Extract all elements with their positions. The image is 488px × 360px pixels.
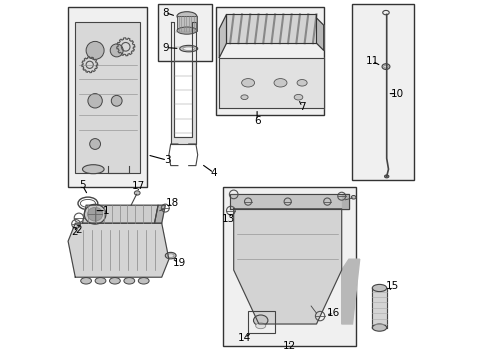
Ellipse shape <box>109 278 120 284</box>
Ellipse shape <box>177 27 196 34</box>
Ellipse shape <box>84 204 106 224</box>
Polygon shape <box>219 58 323 108</box>
Ellipse shape <box>123 278 134 284</box>
Ellipse shape <box>294 94 302 100</box>
Ellipse shape <box>273 78 286 87</box>
Text: 18: 18 <box>165 198 179 208</box>
Ellipse shape <box>371 324 386 331</box>
Text: 2: 2 <box>71 227 78 237</box>
Ellipse shape <box>110 44 123 57</box>
Bar <box>158 4 212 61</box>
Ellipse shape <box>241 78 254 87</box>
Text: 9: 9 <box>163 42 169 53</box>
Ellipse shape <box>296 80 306 86</box>
Text: 19: 19 <box>172 258 185 268</box>
Polygon shape <box>233 209 341 324</box>
Polygon shape <box>68 223 168 277</box>
Text: 6: 6 <box>253 116 260 126</box>
Bar <box>215 7 323 115</box>
Ellipse shape <box>371 284 386 292</box>
Text: 4: 4 <box>210 168 217 178</box>
Text: 5: 5 <box>79 180 85 190</box>
Ellipse shape <box>381 64 389 69</box>
Ellipse shape <box>82 165 104 174</box>
Ellipse shape <box>89 139 101 149</box>
Text: 3: 3 <box>163 155 170 165</box>
Text: 16: 16 <box>326 308 340 318</box>
Polygon shape <box>371 288 386 328</box>
Ellipse shape <box>138 278 149 284</box>
Ellipse shape <box>81 278 91 284</box>
Ellipse shape <box>384 175 388 178</box>
Polygon shape <box>170 22 196 144</box>
Ellipse shape <box>255 323 265 329</box>
Ellipse shape <box>253 315 267 326</box>
Polygon shape <box>341 259 359 324</box>
Polygon shape <box>219 14 226 58</box>
Ellipse shape <box>88 94 102 108</box>
Ellipse shape <box>134 191 140 195</box>
Ellipse shape <box>177 12 196 21</box>
Ellipse shape <box>86 41 104 59</box>
Ellipse shape <box>241 95 247 100</box>
Ellipse shape <box>383 65 387 68</box>
Ellipse shape <box>95 278 106 284</box>
Ellipse shape <box>183 47 194 50</box>
Text: 15: 15 <box>386 281 399 291</box>
Bar <box>68 7 147 187</box>
Ellipse shape <box>111 95 122 106</box>
Ellipse shape <box>167 254 174 257</box>
Text: 13: 13 <box>221 213 234 224</box>
Bar <box>177 16 197 31</box>
Text: 12: 12 <box>282 341 296 351</box>
Text: 8: 8 <box>162 8 168 18</box>
Ellipse shape <box>87 207 102 221</box>
Polygon shape <box>341 194 348 209</box>
Text: 11: 11 <box>365 56 378 66</box>
Polygon shape <box>82 205 158 223</box>
Ellipse shape <box>350 195 355 199</box>
Polygon shape <box>230 194 348 209</box>
Bar <box>75 22 140 173</box>
Polygon shape <box>154 205 165 223</box>
Polygon shape <box>226 14 316 43</box>
Polygon shape <box>316 18 323 50</box>
Ellipse shape <box>179 45 197 52</box>
Text: 2: 2 <box>76 225 82 235</box>
Text: 14: 14 <box>237 333 251 343</box>
Text: 1: 1 <box>102 206 109 216</box>
Bar <box>247 311 275 333</box>
Text: 17: 17 <box>131 181 144 192</box>
Bar <box>223 187 355 346</box>
Text: 10: 10 <box>390 89 403 99</box>
Bar <box>352 4 413 180</box>
Ellipse shape <box>165 252 176 259</box>
Text: 7: 7 <box>298 102 305 112</box>
